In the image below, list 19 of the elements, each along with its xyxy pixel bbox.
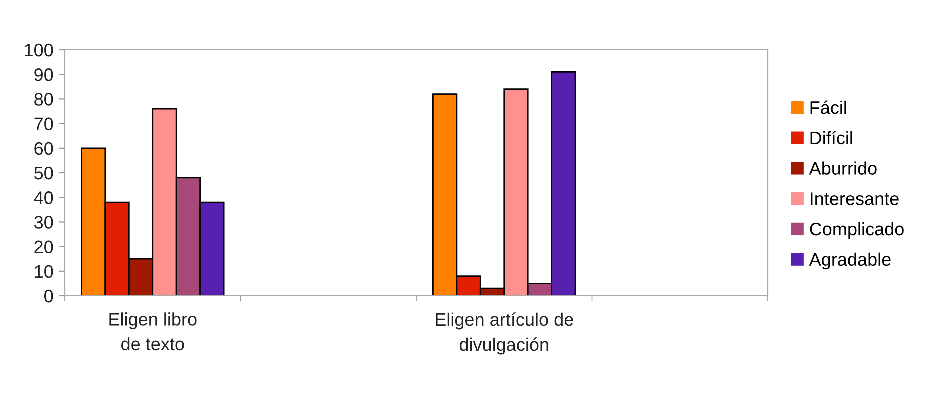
legend-label: Agradable [809,252,891,270]
y-tick-label: 50 [34,166,54,180]
legend-label: Aburrido [809,162,877,175]
y-tick-label: 80 [34,93,54,106]
legend-label: Interesante [811,192,899,206]
legend-label: Complicado [810,222,904,240]
y-tick-label: 20 [34,240,54,254]
y-tick-label: 30 [34,216,54,229]
x-tick-label: Eligen artículo de divulgación [436,312,574,355]
y-tick-label: 40 [34,192,54,204]
legend-label: Difícil [810,131,852,145]
x-tick-label: Eligen libro de texto [110,312,197,351]
y-tick-label: 70 [34,118,54,131]
y-tick-label: 90 [34,68,54,82]
y-tick-label: 10 [35,265,54,278]
y-tick-label: 100 [25,44,54,57]
legend-label: Fácil [810,100,846,114]
y-tick-label: 60 [34,142,54,156]
y-tick-label: 0 [44,290,54,303]
